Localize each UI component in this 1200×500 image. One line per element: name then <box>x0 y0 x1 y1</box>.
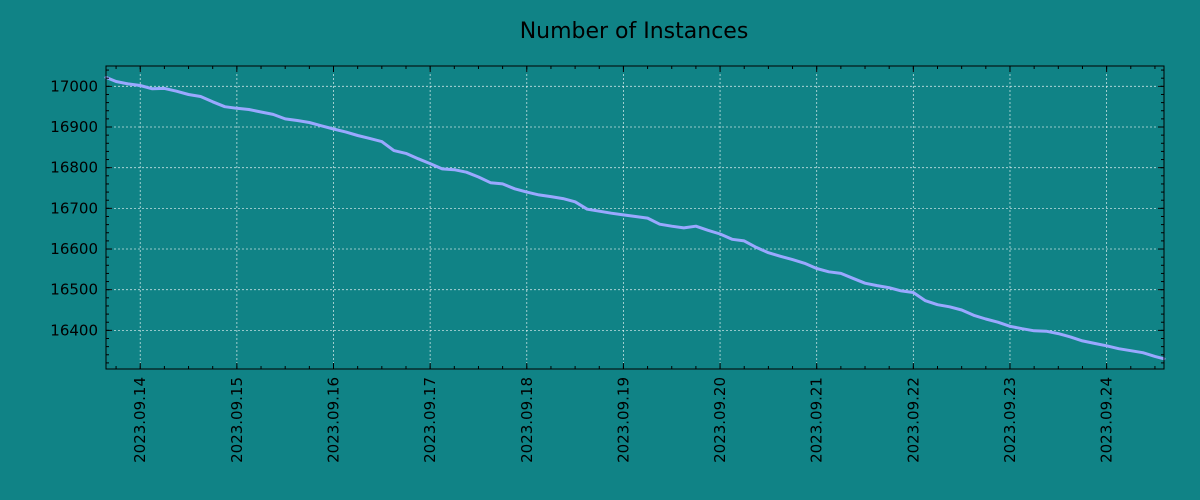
grid-lines <box>106 66 1164 369</box>
x-tick-label: 2023.09.22 <box>904 377 922 463</box>
x-tick-label: 2023.09.23 <box>1001 377 1019 463</box>
x-tick-label: 2023.09.19 <box>614 377 632 463</box>
y-tick-label: 16400 <box>50 321 98 339</box>
x-tick-label: 2023.09.21 <box>808 377 826 463</box>
y-tick-label: 16800 <box>50 159 98 177</box>
x-tick-label: 2023.09.16 <box>325 377 343 463</box>
x-tick-label: 2023.09.15 <box>228 377 246 463</box>
y-axis-tick-labels: 16400 16500 16600 16700 16800 16900 17000 <box>50 77 98 339</box>
x-tick-label: 2023.09.14 <box>131 377 149 463</box>
x-tick-label: 2023.09.17 <box>421 377 439 463</box>
x-tick-label: 2023.09.24 <box>1098 377 1116 463</box>
y-tick-label: 16500 <box>50 281 98 299</box>
y-tick-label: 16900 <box>50 118 98 136</box>
x-axis-tick-labels: 2023.09.14 2023.09.15 2023.09.16 2023.09.17… <box>131 377 1115 463</box>
y-tick-label: 16600 <box>50 240 98 258</box>
axis-ticks <box>106 66 1164 369</box>
x-tick-label: 2023.09.20 <box>711 377 729 463</box>
series-line <box>104 75 1166 361</box>
plot-frame <box>105 65 1165 370</box>
chart-title: Number of Instances <box>520 19 749 44</box>
y-tick-label: 16700 <box>50 199 98 217</box>
y-tick-label: 17000 <box>50 77 98 95</box>
series-layer <box>104 75 1166 361</box>
x-tick-label: 2023.09.18 <box>518 377 536 463</box>
